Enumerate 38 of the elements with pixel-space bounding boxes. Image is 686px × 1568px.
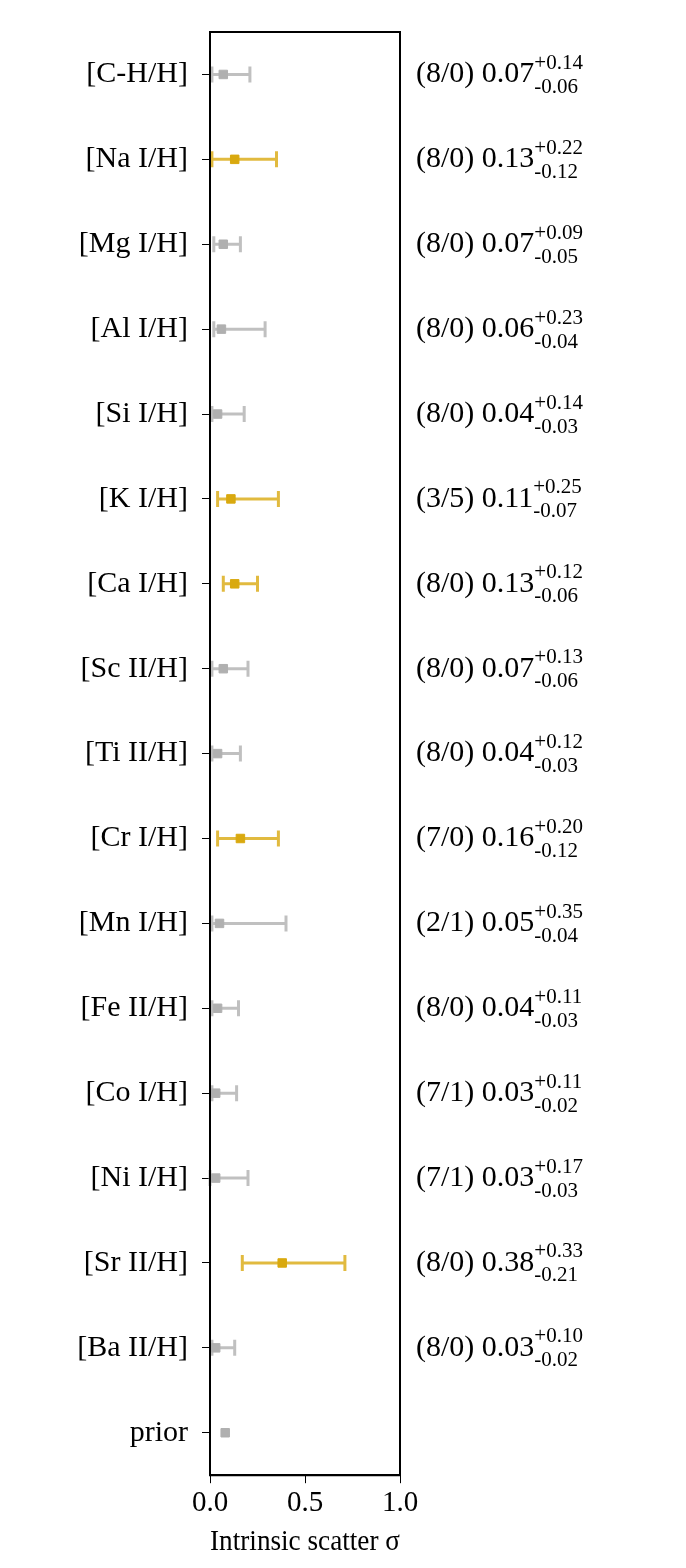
point: [218, 239, 229, 249]
y-tick-label: [Ca I/H]: [87, 564, 188, 598]
x-tick-label: 0.0: [191, 1485, 229, 1518]
y-tick-label: [Ba II/H]: [77, 1328, 188, 1362]
point: [277, 1258, 287, 1268]
point: [218, 69, 229, 80]
y-tick-label: [Na I/H]: [85, 140, 188, 174]
y-tick-label: [Si I/H]: [95, 394, 188, 428]
x-tick-label: 1.0: [381, 1485, 419, 1518]
point: [229, 579, 240, 589]
point: [214, 918, 225, 929]
y-tick-label: [Sr II/H]: [83, 1243, 188, 1277]
point: [212, 1003, 223, 1014]
y-tick-label: [C-H/H]: [86, 55, 188, 89]
y-tick-label: [Sc II/H]: [80, 649, 188, 683]
point: [218, 663, 229, 674]
x-tick-label: 0.5: [286, 1485, 324, 1518]
y-tick-label: [Ni I/H]: [90, 1158, 188, 1192]
point: [210, 1343, 221, 1353]
point: [210, 1088, 221, 1098]
y-tick-label: [Cr I/H]: [90, 819, 188, 853]
point: [212, 748, 223, 759]
x-axis-title: Intrinsic scatter σ: [210, 1522, 400, 1557]
point: [226, 494, 236, 504]
y-tick-label: [Ti II/H]: [84, 734, 188, 768]
y-tick-label: [Al I/H]: [90, 310, 188, 343]
y-tick-label: [Mn I/H]: [78, 904, 188, 938]
point: [216, 324, 227, 334]
y-tick-label: [Mg I/H]: [78, 225, 188, 259]
y-tick-label: [Fe II/H]: [80, 989, 188, 1023]
y-tick-label: prior: [129, 1413, 188, 1447]
point: [210, 1173, 221, 1183]
y-tick-label: [K I/H]: [98, 479, 188, 513]
point: [229, 154, 240, 165]
point: [220, 1428, 230, 1438]
point: [235, 833, 246, 844]
point: [212, 409, 223, 419]
y-tick-label: [Co I/H]: [85, 1074, 188, 1108]
